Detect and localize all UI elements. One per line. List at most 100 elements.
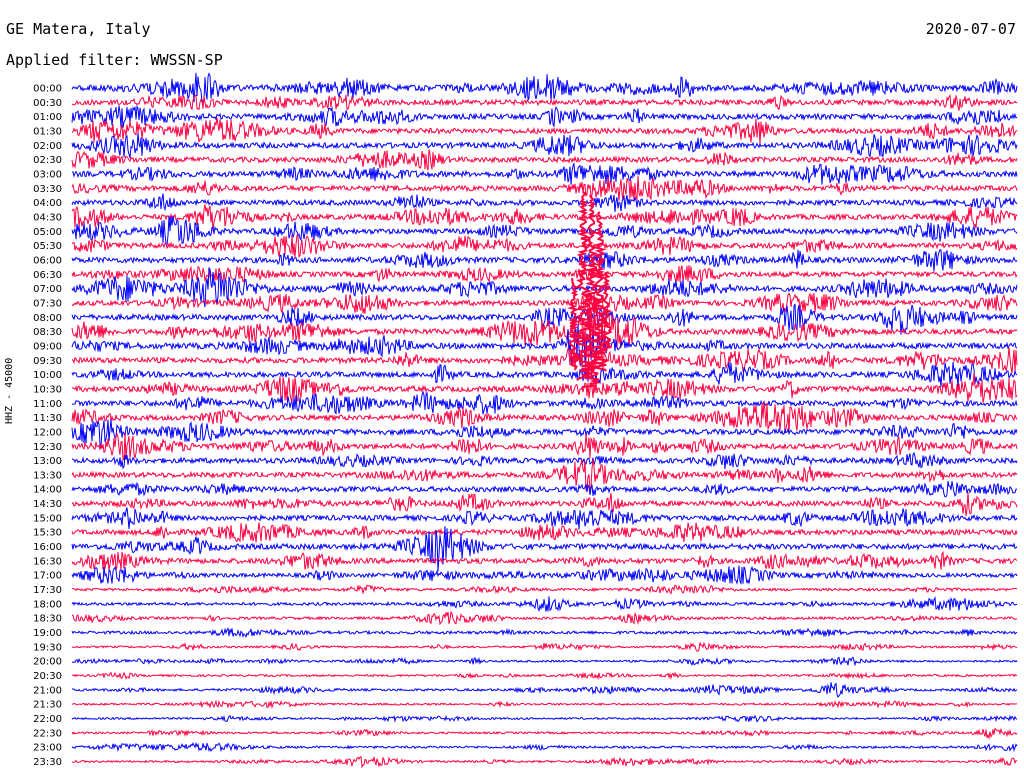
time-tick-label: 13:00 [33,456,62,467]
seismic-trace-1900 [71,627,1018,638]
seismic-trace-0730 [71,292,1018,315]
time-tick-label: 05:30 [33,241,62,252]
time-tick-label: 18:00 [33,599,62,610]
time-tick-label: 06:30 [33,270,62,281]
seismic-trace-1730 [71,584,1018,595]
event-spike-0 [567,277,581,370]
seismic-trace-0400 [71,193,1018,213]
time-tick-label: 04:00 [33,198,62,209]
time-tick-label: 19:00 [33,628,62,639]
time-tick-label: 21:30 [33,700,62,711]
time-tick-label: 20:30 [33,671,62,682]
seismic-trace-0100 [71,104,1018,128]
seismic-trace-1600 [71,526,1018,572]
seismic-trace-0300 [71,163,1018,185]
seismic-trace-2200 [71,714,1018,723]
time-tick-label: 09:30 [33,356,62,367]
event-spike-3 [590,211,611,372]
time-tick-label: 22:30 [33,728,62,739]
time-tick-label: 10:00 [33,370,62,381]
time-tick-label: 15:30 [33,528,62,539]
seismic-trace-1500 [71,507,1018,530]
seismic-trace-0330 [71,175,1018,201]
seismic-trace-2030 [71,671,1018,680]
time-tick-label: 23:30 [33,757,62,768]
time-tick-label: 18:30 [33,614,62,625]
time-tick-label: 08:00 [33,313,62,324]
time-tick-label: 22:00 [33,714,62,725]
time-tick-label: 03:30 [33,184,62,195]
seismic-trace-1230 [71,432,1018,461]
time-tick-label: 17:00 [33,571,62,582]
seismic-trace-2130 [71,699,1018,710]
seismic-trace-2300 [71,741,1018,753]
time-tick-label: 17:30 [33,585,62,596]
time-tick-label: 23:00 [33,743,62,754]
seismic-trace-0630 [71,265,1018,283]
time-tick-label: 08:30 [33,327,62,338]
seismic-trace-0500 [71,215,1018,247]
time-tick-label: 20:00 [33,657,62,668]
seismic-trace-2230 [71,727,1018,740]
seismic-trace-1700 [71,565,1018,586]
seismic-trace-1430 [71,492,1018,517]
time-tick-label: 01:00 [33,112,62,123]
time-tick-label: 03:00 [33,169,62,180]
seismic-trace-0530 [71,234,1018,258]
seismic-trace-2100 [71,682,1018,698]
time-tick-label: 19:30 [33,642,62,653]
time-tick-label: 06:00 [33,255,62,266]
seismic-trace-0030 [71,94,1018,111]
time-tick-label: 05:00 [33,227,62,238]
time-tick-label: 04:30 [33,212,62,223]
seismic-trace-1630 [71,550,1018,571]
seismic-trace-1200 [71,419,1018,449]
seismic-trace-1330 [71,459,1018,491]
seismic-trace-0200 [71,132,1018,158]
seismic-trace-0930 [71,347,1018,374]
seismic-trace-0230 [71,149,1018,171]
seismic-trace-1000 [71,362,1018,387]
seismic-trace-0000 [71,72,1018,103]
time-tick-label: 12:30 [33,442,62,453]
time-tick-label: 02:00 [33,141,62,152]
date-label: 2020-07-07 [925,20,1016,38]
event-spike-4 [598,271,613,351]
seismic-trace-1300 [71,451,1018,470]
station-title: GE Matera, Italy [6,20,151,38]
filter-label: Applied filter: WWSSN-SP [6,51,223,69]
seismic-trace-0800 [71,303,1018,335]
seismic-trace-1830 [71,610,1018,626]
seismic-trace-1400 [71,481,1017,498]
time-tick-label: 10:30 [33,384,62,395]
seismic-trace-1800 [71,596,1017,613]
time-tick-label: 16:30 [33,556,62,567]
time-tick-label: 11:00 [33,399,62,410]
event-spike-2 [580,194,602,388]
time-tick-label: 00:30 [33,98,62,109]
time-tick-label: 14:00 [33,485,62,496]
time-tick-label: 11:30 [33,413,62,424]
seismic-trace-1930 [71,641,1018,652]
time-tick-label: 21:00 [33,685,62,696]
time-tick-label: 16:00 [33,542,62,553]
seismic-trace-2330 [71,755,1018,769]
time-tick-label: 12:00 [33,427,62,438]
seismic-trace-0130 [71,117,1018,145]
seismic-trace-0700 [71,267,1018,308]
seismic-trace-0430 [71,204,1018,232]
time-tick-label: 07:00 [33,284,62,295]
seismic-trace-1130 [71,402,1018,434]
seismic-trace-0830 [71,306,1018,354]
time-tick-label: 02:30 [33,155,62,166]
seismic-trace-2000 [71,656,1018,667]
time-tick-label: 00:00 [33,84,62,95]
seismic-trace-1030 [71,372,1018,404]
time-tick-label: 07:30 [33,298,62,309]
time-tick-label: 09:00 [33,341,62,352]
seismic-trace-1530 [71,522,1018,543]
seismic-trace-1100 [71,390,1018,415]
seismic-trace-0900 [71,323,1018,366]
time-tick-label: 01:30 [33,126,62,137]
